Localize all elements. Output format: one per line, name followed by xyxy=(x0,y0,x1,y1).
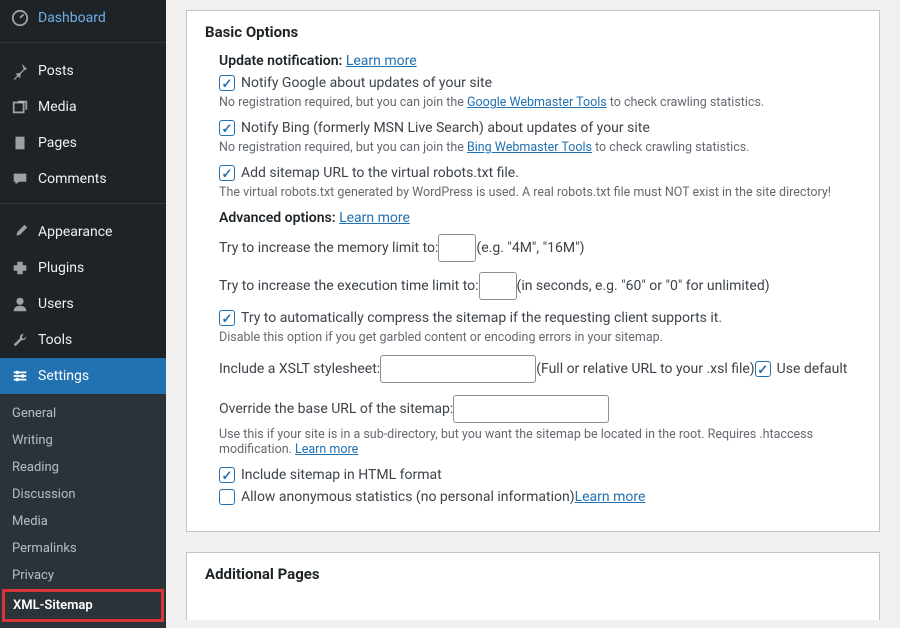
compress-checkbox[interactable] xyxy=(219,310,235,326)
google-webmaster-link[interactable]: Google Webmaster Tools xyxy=(467,95,607,110)
notify-bing-row: Notify Bing (formerly MSN Live Search) a… xyxy=(219,120,861,136)
submenu-item-general[interactable]: General xyxy=(0,400,166,427)
basic-options-panel: Basic Options Update notification: Learn… xyxy=(186,10,880,532)
robots-help: The virtual robots.txt generated by Word… xyxy=(219,185,861,200)
memory-limit-input[interactable] xyxy=(438,234,476,262)
compress-label[interactable]: Try to automatically compress the sitema… xyxy=(241,310,722,326)
base-url-learn-more-link[interactable]: Learn more xyxy=(295,442,358,457)
sidebar-item-comments[interactable]: Comments xyxy=(0,161,166,197)
notify-google-row: Notify Google about updates of your site xyxy=(219,75,861,91)
submenu-item-privacy[interactable]: Privacy xyxy=(0,562,166,589)
sidebar-item-tools[interactable]: Tools xyxy=(0,322,166,358)
update-notification-heading: Update notification: Learn more xyxy=(219,53,861,69)
html-format-row: Include sitemap in HTML format xyxy=(219,467,861,483)
submenu-item-discussion[interactable]: Discussion xyxy=(0,481,166,508)
panel-title: Additional Pages xyxy=(205,565,861,583)
base-url-input[interactable] xyxy=(453,395,609,423)
additional-pages-panel: Additional Pages xyxy=(186,552,880,620)
comment-icon xyxy=(10,169,30,189)
anon-stats-row: Allow anonymous statistics (no personal … xyxy=(219,489,861,505)
media-icon xyxy=(10,97,30,117)
base-url-row: Override the base URL of the sitemap: xyxy=(219,395,861,423)
sidebar-item-posts[interactable]: Posts xyxy=(0,53,166,89)
menu-separator xyxy=(0,203,166,208)
pushpin-icon xyxy=(10,61,30,81)
notify-bing-help: No registration required, but you can jo… xyxy=(219,140,861,155)
sidebar-item-label: Plugins xyxy=(38,260,84,276)
robots-row: Add sitemap URL to the virtual robots.tx… xyxy=(219,165,861,181)
anon-learn-more-link[interactable]: Learn more xyxy=(575,489,646,505)
admin-sidebar: Dashboard Posts Media Pages Comments App… xyxy=(0,0,166,620)
sidebar-item-label: Settings xyxy=(38,368,89,384)
anon-stats-checkbox[interactable] xyxy=(219,489,235,505)
bing-webmaster-link[interactable]: Bing Webmaster Tools xyxy=(467,140,592,155)
sidebar-item-users[interactable]: Users xyxy=(0,286,166,322)
user-icon xyxy=(10,294,30,314)
sidebar-item-label: Pages xyxy=(38,135,77,151)
sidebar-item-media[interactable]: Media xyxy=(0,89,166,125)
settings-icon xyxy=(10,366,30,386)
sidebar-item-appearance[interactable]: Appearance xyxy=(0,214,166,250)
notify-google-help: No registration required, but you can jo… xyxy=(219,95,861,110)
sidebar-item-plugins[interactable]: Plugins xyxy=(0,250,166,286)
memory-limit-row: Try to increase the memory limit to: (e.… xyxy=(219,234,861,262)
anon-stats-label[interactable]: Allow anonymous statistics (no personal … xyxy=(241,489,575,505)
panel-body: Update notification: Learn more Notify G… xyxy=(205,53,861,505)
xslt-row: Include a XSLT stylesheet: (Full or rela… xyxy=(219,355,861,383)
settings-submenu: General Writing Reading Discussion Media… xyxy=(0,394,166,628)
robots-label[interactable]: Add sitemap URL to the virtual robots.tx… xyxy=(241,165,519,181)
xslt-hint: (Full or relative URL to your .xsl file) xyxy=(536,361,754,377)
notify-bing-checkbox[interactable] xyxy=(219,120,235,136)
sidebar-item-label: Media xyxy=(38,99,77,115)
robots-checkbox[interactable] xyxy=(219,165,235,181)
xslt-default-checkbox[interactable] xyxy=(755,361,771,377)
sidebar-item-label: Tools xyxy=(38,332,72,348)
memory-limit-label: Try to increase the memory limit to: xyxy=(219,240,438,256)
sidebar-item-label: Appearance xyxy=(38,224,112,240)
sidebar-item-settings[interactable]: Settings xyxy=(0,358,166,394)
submenu-item-xml-sitemap[interactable]: XML-Sitemap xyxy=(2,589,164,622)
submenu-item-reading[interactable]: Reading xyxy=(0,454,166,481)
html-format-label[interactable]: Include sitemap in HTML format xyxy=(241,467,442,483)
submenu-item-writing[interactable]: Writing xyxy=(0,427,166,454)
advanced-learn-more-link[interactable]: Learn more xyxy=(339,210,410,226)
exec-time-label: Try to increase the execution time limit… xyxy=(219,278,479,294)
notify-bing-label[interactable]: Notify Bing (formerly MSN Live Search) a… xyxy=(241,120,650,136)
advanced-options-heading: Advanced options: Learn more xyxy=(219,210,861,226)
html-format-checkbox[interactable] xyxy=(219,467,235,483)
dashboard-icon xyxy=(10,8,30,28)
xslt-input[interactable] xyxy=(380,355,536,383)
sidebar-item-label: Posts xyxy=(38,63,74,79)
sidebar-item-dashboard[interactable]: Dashboard xyxy=(0,0,166,36)
menu-separator xyxy=(0,42,166,47)
sidebar-item-pages[interactable]: Pages xyxy=(0,125,166,161)
base-url-help: Use this if your site is in a sub-direct… xyxy=(219,427,861,457)
panel-title: Basic Options xyxy=(205,23,861,41)
exec-time-input[interactable] xyxy=(479,272,517,300)
xslt-label: Include a XSLT stylesheet: xyxy=(219,361,380,377)
xslt-default-label[interactable]: Use default xyxy=(777,361,848,377)
page-icon xyxy=(10,133,30,153)
content-area: Basic Options Update notification: Learn… xyxy=(166,0,900,620)
sidebar-item-label: Comments xyxy=(38,171,107,187)
submenu-item-media[interactable]: Media xyxy=(0,508,166,535)
update-learn-more-link[interactable]: Learn more xyxy=(346,53,417,69)
brush-icon xyxy=(10,222,30,242)
submenu-item-permalinks[interactable]: Permalinks xyxy=(0,535,166,562)
exec-time-hint: (in seconds, e.g. "60" or "0" for unlimi… xyxy=(517,278,770,294)
exec-time-row: Try to increase the execution time limit… xyxy=(219,272,861,300)
sidebar-item-label: Users xyxy=(38,296,74,312)
memory-limit-hint: (e.g. "4M", "16M") xyxy=(476,240,584,256)
compress-help: Disable this option if you get garbled c… xyxy=(219,330,861,345)
compress-row: Try to automatically compress the sitema… xyxy=(219,310,861,326)
sidebar-item-label: Dashboard xyxy=(38,10,106,26)
base-url-label: Override the base URL of the sitemap: xyxy=(219,401,453,417)
notify-google-checkbox[interactable] xyxy=(219,75,235,91)
wrench-icon xyxy=(10,330,30,350)
notify-google-label[interactable]: Notify Google about updates of your site xyxy=(241,75,492,91)
plugin-icon xyxy=(10,258,30,278)
